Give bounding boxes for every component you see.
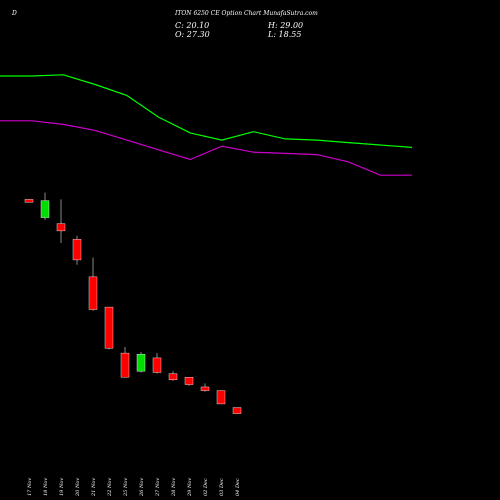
x-tick-label-8: 27 Nov	[155, 478, 161, 497]
candle-body-0	[24, 199, 34, 203]
x-tick-label-13: 04 Dec	[235, 478, 241, 496]
candle-body-6	[120, 352, 130, 378]
ma-line-short	[0, 74, 413, 148]
candle-body-11	[200, 386, 210, 391]
ma-line-long	[0, 120, 412, 176]
candle-body-8	[152, 357, 162, 373]
chart-title: ITON 6250 CE Option Chart MunafaSutra.co…	[175, 10, 318, 17]
candle-body-10	[184, 377, 194, 385]
x-tick-label-9: 28 Nov	[171, 478, 177, 497]
high-value: H: 29.00	[268, 21, 304, 30]
candle-body-4	[88, 276, 98, 310]
candle-body-13	[232, 407, 242, 414]
x-tick-label-3: 20 Nov	[75, 478, 81, 497]
x-tick-label-10: 29 Nov	[187, 478, 193, 497]
x-tick-label-6: 25 Nov	[123, 478, 129, 497]
open-value: O: 27.30	[175, 30, 210, 39]
candle-body-5	[104, 306, 114, 349]
candle-body-7	[136, 354, 146, 372]
x-tick-label-2: 19 Nov	[59, 478, 65, 496]
candle-body-1	[40, 200, 50, 218]
candle-body-12	[216, 390, 226, 405]
candle-body-3	[72, 239, 82, 261]
low-value: L: 18.55	[268, 30, 302, 39]
x-tick-label-5: 22 Nov	[107, 478, 113, 497]
x-tick-label-7: 26 Nov	[139, 478, 145, 497]
candle-body-9	[168, 373, 178, 380]
x-tick-label-11: 02 Dec	[203, 478, 209, 496]
close-value: C: 20.10	[175, 21, 210, 30]
x-tick-label-4: 21 Nov	[91, 478, 97, 497]
x-tick-label-1: 18 Nov	[43, 478, 49, 496]
x-tick-label-12: 03 Dec	[219, 478, 225, 496]
candle-body-2	[56, 223, 66, 232]
x-tick-label-0: 17 Nov	[27, 478, 33, 496]
header-prefix: D	[12, 10, 17, 17]
